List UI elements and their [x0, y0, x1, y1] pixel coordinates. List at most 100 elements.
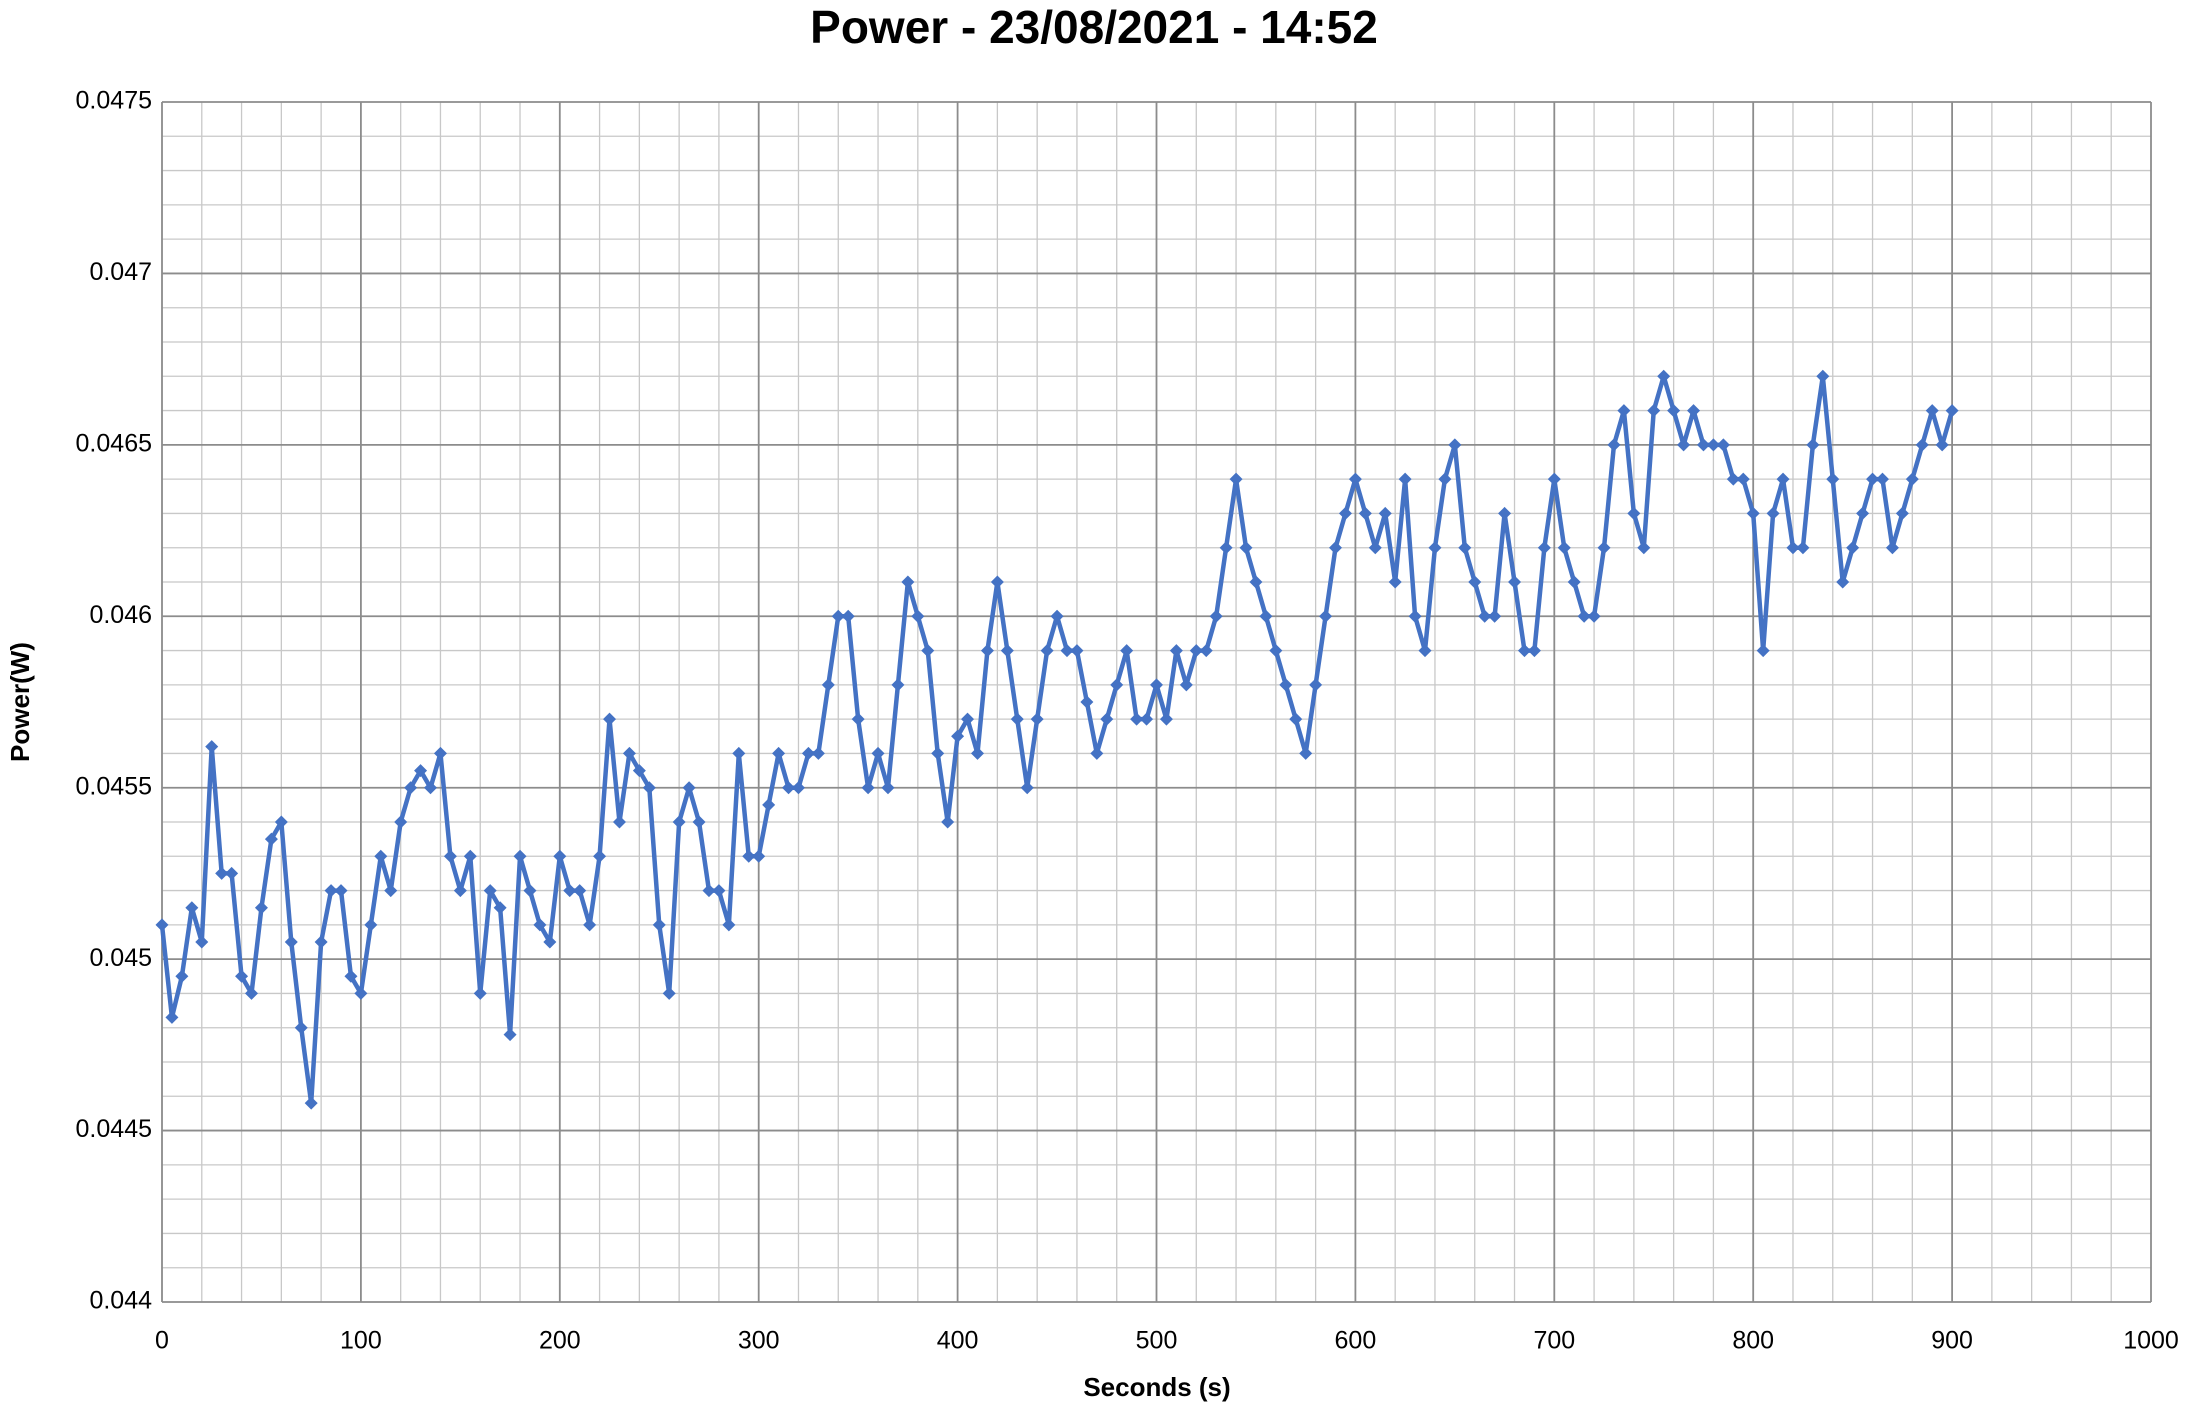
data-point	[1199, 644, 1213, 658]
data-point	[284, 935, 298, 949]
data-point	[463, 849, 477, 863]
data-point	[762, 798, 776, 812]
data-point	[1060, 644, 1074, 658]
data-point	[1398, 472, 1412, 486]
data-point	[1677, 438, 1691, 452]
data-point	[722, 918, 736, 932]
data-point	[324, 884, 338, 898]
y-tick-label: 0.0455	[76, 772, 152, 800]
data-point	[215, 866, 229, 880]
x-axis-label: Seconds (s)	[1083, 1372, 1230, 1402]
data-point	[921, 644, 935, 658]
data-point	[712, 884, 726, 898]
data-point	[1577, 609, 1591, 623]
data-point	[483, 884, 497, 898]
data-point	[344, 969, 358, 983]
data-point	[1875, 472, 1889, 486]
data-point	[1478, 609, 1492, 623]
data-point	[961, 712, 975, 726]
data-point	[414, 764, 428, 778]
data-point	[1000, 644, 1014, 658]
data-point	[1338, 506, 1352, 520]
data-point	[1846, 541, 1860, 555]
data-point	[175, 969, 189, 983]
x-tick-label: 100	[340, 1327, 382, 1355]
data-point	[1189, 644, 1203, 658]
data-point	[1706, 438, 1720, 452]
data-point	[951, 729, 965, 743]
data-point	[1826, 472, 1840, 486]
data-point	[443, 849, 457, 863]
data-point	[1140, 712, 1154, 726]
data-point	[1368, 541, 1382, 555]
data-point	[861, 781, 875, 795]
data-point	[782, 781, 796, 795]
data-point	[205, 740, 219, 754]
data-point	[1130, 712, 1144, 726]
data-point	[1269, 644, 1283, 658]
data-point	[1229, 472, 1243, 486]
data-point	[1418, 644, 1432, 658]
data-point	[304, 1096, 318, 1110]
data-point	[1766, 506, 1780, 520]
data-point	[1517, 644, 1531, 658]
data-point	[274, 815, 288, 829]
data-line	[159, 374, 1955, 1106]
data-point	[1746, 506, 1760, 520]
data-point	[1527, 644, 1541, 658]
data-point	[1537, 541, 1551, 555]
data-point	[185, 901, 199, 915]
data-point	[1309, 678, 1323, 692]
data-point	[1856, 506, 1870, 520]
data-point	[384, 884, 398, 898]
data-point	[1836, 575, 1850, 589]
data-point	[1895, 506, 1909, 520]
data-point	[493, 901, 507, 915]
data-point	[1597, 541, 1611, 555]
data-point	[1716, 438, 1730, 452]
data-point	[881, 781, 895, 795]
data-point	[1319, 609, 1333, 623]
data-point	[980, 644, 994, 658]
data-point	[1179, 678, 1193, 692]
y-tick-label: 0.0465	[76, 429, 152, 457]
data-point	[1239, 541, 1253, 555]
data-point	[553, 849, 567, 863]
data-point	[1806, 438, 1820, 452]
data-point	[1567, 575, 1581, 589]
data-point	[1329, 541, 1343, 555]
data-point	[235, 969, 249, 983]
data-point	[1885, 541, 1899, 555]
data-point	[1736, 472, 1750, 486]
x-tick-label: 0	[155, 1327, 169, 1355]
data-point	[1159, 712, 1173, 726]
data-point	[1448, 438, 1462, 452]
data-point	[891, 678, 905, 692]
data-point	[354, 986, 368, 1000]
data-point	[543, 935, 557, 949]
data-point	[195, 935, 209, 949]
data-point	[294, 1021, 308, 1035]
data-point	[1020, 781, 1034, 795]
data-point	[1299, 746, 1313, 760]
data-point	[1378, 506, 1392, 520]
data-point	[1279, 678, 1293, 692]
data-point	[1358, 506, 1372, 520]
data-point	[1408, 609, 1422, 623]
data-point	[791, 781, 805, 795]
data-point	[911, 609, 925, 623]
x-tick-label: 1000	[2123, 1327, 2179, 1355]
data-point	[1219, 541, 1233, 555]
x-tick-label: 300	[738, 1327, 780, 1355]
data-point	[1209, 609, 1223, 623]
data-point	[1110, 678, 1124, 692]
data-point	[513, 849, 527, 863]
data-point	[603, 712, 617, 726]
data-point	[871, 746, 885, 760]
data-point	[1428, 541, 1442, 555]
data-point	[662, 986, 676, 1000]
data-point	[155, 918, 169, 932]
data-point	[473, 986, 487, 1000]
data-point	[1468, 575, 1482, 589]
